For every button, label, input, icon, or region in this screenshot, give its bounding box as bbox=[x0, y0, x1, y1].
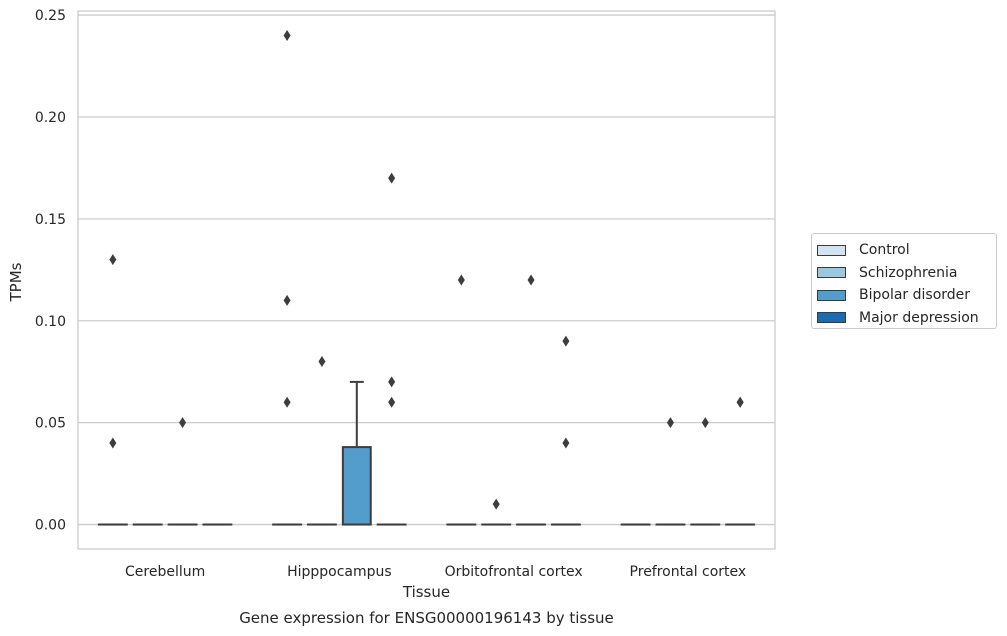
legend-item: Bipolar disorder bbox=[817, 284, 996, 307]
legend-swatch bbox=[817, 244, 846, 256]
outlier-point bbox=[527, 274, 535, 286]
outlier-point bbox=[736, 396, 744, 408]
outlier-point bbox=[388, 172, 396, 184]
x-axis-title: Tissue bbox=[402, 583, 450, 601]
legend-item: Control bbox=[817, 239, 996, 262]
outlier-point bbox=[109, 437, 117, 449]
outlier-point bbox=[318, 356, 326, 368]
legend-swatch bbox=[817, 267, 846, 279]
outlier-point bbox=[492, 498, 500, 510]
outlier-point bbox=[283, 396, 291, 408]
outlier-point bbox=[701, 417, 709, 429]
y-axis-ticks: 0.00 0.05 0.10 0.15 0.20 0.25 bbox=[35, 8, 66, 533]
outlier-point bbox=[666, 417, 674, 429]
gridlines bbox=[78, 14, 775, 526]
legend-item: Major depression bbox=[817, 307, 996, 330]
outlier-point bbox=[388, 396, 396, 408]
legend-label: Major depression bbox=[859, 309, 979, 326]
plot-area-frame bbox=[77, 10, 776, 550]
legend-label: Schizophrenia bbox=[859, 264, 958, 281]
y-tick-label: 0.00 bbox=[35, 518, 66, 534]
outlier-point bbox=[562, 335, 570, 347]
outlier-point bbox=[179, 417, 187, 429]
chart-legend: Control Schizophrenia Bipolar disorder Majo… bbox=[811, 233, 997, 329]
outlier-point bbox=[283, 29, 291, 41]
legend-label: Control bbox=[859, 242, 910, 259]
outlier-point bbox=[562, 437, 570, 449]
y-tick-label: 0.15 bbox=[35, 212, 66, 228]
y-tick-label: 0.20 bbox=[35, 110, 66, 126]
outlier-point bbox=[457, 274, 465, 286]
outlier-point bbox=[388, 376, 396, 388]
legend-swatch bbox=[817, 312, 846, 324]
legend-label: Bipolar disorder bbox=[859, 287, 971, 304]
y-tick-label: 0.05 bbox=[35, 416, 66, 432]
x-tick-label: Orbitofrontal cortex bbox=[445, 564, 583, 580]
outlier-point bbox=[283, 294, 291, 306]
y-axis-title: TPMs bbox=[7, 262, 25, 302]
y-tick-label: 0.10 bbox=[35, 314, 66, 330]
figure-caption: Gene expression for ENSG00000196143 by t… bbox=[239, 609, 614, 627]
outlier-point bbox=[109, 254, 117, 266]
legend-swatch bbox=[817, 289, 846, 301]
box-bipolar-disorder bbox=[341, 446, 372, 526]
x-tick-label: Cerebellum bbox=[125, 564, 205, 580]
y-tick-label: 0.25 bbox=[35, 8, 66, 24]
box-plot-series bbox=[97, 29, 756, 526]
x-tick-label: Hipppocampus bbox=[287, 564, 392, 580]
x-axis-ticks: Cerebellum Hipppocampus Orbitofrontal cort… bbox=[125, 564, 746, 580]
x-tick-label: Prefrontal cortex bbox=[630, 564, 747, 580]
legend-item: Schizophrenia bbox=[817, 262, 996, 285]
